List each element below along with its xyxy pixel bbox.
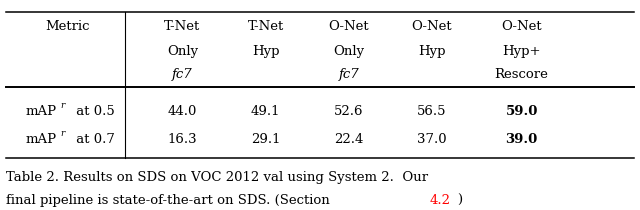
Text: 22.4: 22.4 [334,133,364,146]
Text: final pipeline is state-of-the-art on SDS. (Section: final pipeline is state-of-the-art on SD… [6,194,334,207]
Text: 49.1: 49.1 [251,105,280,118]
Text: 52.6: 52.6 [334,105,364,118]
Text: at 0.7: at 0.7 [72,133,115,146]
Text: Hyp: Hyp [419,45,445,58]
Text: ): ) [457,194,462,207]
Text: Rescore: Rescore [495,68,548,81]
Text: 59.0: 59.0 [506,105,538,118]
Text: T-Net: T-Net [164,20,200,33]
Text: O-Net: O-Net [328,20,369,33]
Text: mAP: mAP [26,105,57,118]
Text: Only: Only [167,45,198,58]
Text: 44.0: 44.0 [168,105,197,118]
Text: Hyp: Hyp [252,45,279,58]
Text: fc7: fc7 [172,68,193,81]
Text: Only: Only [333,45,364,58]
Text: Hyp+: Hyp+ [502,45,541,58]
Text: Table 2. Results on SDS on VOC 2012 val using System 2.  Our: Table 2. Results on SDS on VOC 2012 val … [6,171,429,184]
Text: 37.0: 37.0 [417,133,447,146]
Text: r: r [61,101,65,110]
Text: O-Net: O-Net [501,20,542,33]
Text: T-Net: T-Net [248,20,284,33]
Text: 4.2: 4.2 [429,194,451,207]
Text: Metric: Metric [45,20,90,33]
Text: 16.3: 16.3 [168,133,197,146]
Text: 39.0: 39.0 [506,133,538,146]
Text: fc7: fc7 [339,68,359,81]
Text: at 0.5: at 0.5 [72,105,115,118]
Text: 56.5: 56.5 [417,105,447,118]
Text: O-Net: O-Net [412,20,452,33]
Text: r: r [61,129,65,138]
Text: 29.1: 29.1 [251,133,280,146]
Text: mAP: mAP [26,133,57,146]
